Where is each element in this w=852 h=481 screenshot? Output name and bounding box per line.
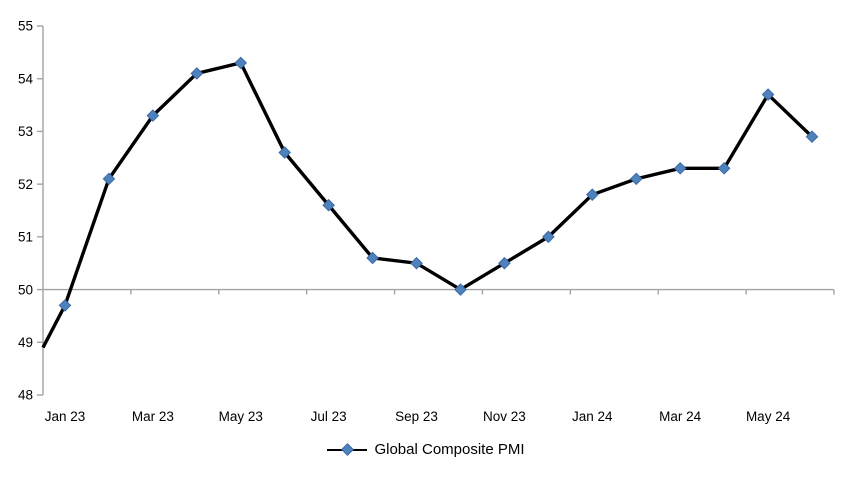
x-axis-tick-label: Nov 23 — [483, 409, 526, 424]
x-axis-tick-label: Jan 24 — [572, 409, 613, 424]
data-point-marker — [366, 251, 379, 265]
data-point-marker — [410, 256, 423, 270]
data-point-marker — [146, 109, 160, 122]
legend-diamond-icon — [341, 443, 354, 456]
data-point-marker — [805, 130, 819, 144]
data-point-marker — [454, 283, 467, 296]
y-axis-tick-label: 48 — [18, 388, 33, 403]
data-point-marker — [322, 198, 335, 212]
pmi-series-line — [41, 60, 814, 349]
data-point-marker — [58, 299, 72, 312]
data-point-marker — [498, 256, 511, 270]
y-axis-tick-label: 52 — [18, 177, 33, 192]
data-point-marker — [234, 56, 248, 70]
x-axis-tick-label: May 23 — [219, 409, 263, 424]
legend-line-marker-icon — [327, 443, 368, 456]
data-point-marker — [542, 230, 555, 244]
y-axis-tick-label: 54 — [18, 71, 34, 86]
data-point-marker — [102, 172, 116, 186]
x-axis-tick-label: Jan 23 — [45, 409, 86, 424]
legend-series-label: Global Composite PMI — [374, 441, 525, 458]
x-axis-tick-label: Mar 24 — [659, 409, 702, 424]
y-axis-tick-label: 51 — [18, 230, 33, 245]
y-axis-tick-label: 49 — [18, 335, 33, 350]
data-point-marker — [673, 162, 687, 175]
x-axis-tick-label: Mar 23 — [132, 409, 174, 424]
x-axis-tick-label: May 24 — [746, 409, 791, 424]
y-axis-tick-label: 53 — [18, 124, 33, 139]
data-point-marker — [717, 162, 731, 175]
data-point-marker — [761, 88, 775, 101]
chart-legend: Global Composite PMI — [0, 441, 852, 458]
x-axis-tick-label: Jul 23 — [311, 409, 347, 424]
data-point-marker — [190, 67, 204, 80]
data-point-marker — [278, 146, 292, 159]
data-point-marker — [629, 172, 643, 186]
y-axis-tick-label: 55 — [18, 19, 33, 34]
x-axis-tick-label: Sep 23 — [395, 409, 438, 424]
data-point-marker — [585, 188, 599, 201]
y-axis-tick-label: 50 — [18, 282, 33, 297]
